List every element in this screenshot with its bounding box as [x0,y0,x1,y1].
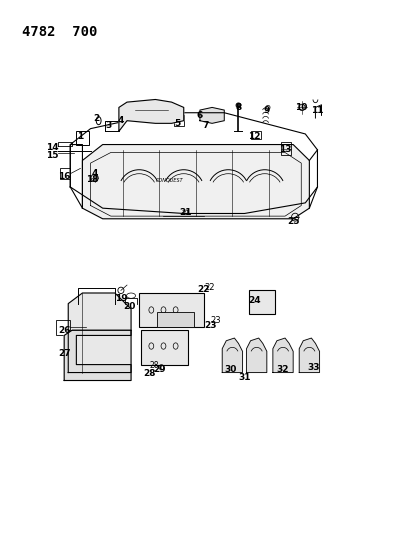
Text: 21: 21 [181,210,190,216]
Text: 12: 12 [248,132,261,141]
Text: 6: 6 [197,111,203,120]
Text: 28: 28 [143,369,155,378]
Text: 4: 4 [118,116,124,125]
Bar [281,142,291,155]
Bar [139,293,204,327]
Polygon shape [119,100,184,131]
Bar [251,131,261,139]
Text: 27: 27 [58,350,71,359]
Text: 3: 3 [106,122,112,131]
Text: 10: 10 [295,103,308,112]
Text: 28: 28 [149,361,159,370]
Polygon shape [64,330,131,381]
Polygon shape [82,144,309,219]
Bar [174,115,184,126]
Text: 5: 5 [175,119,181,128]
Polygon shape [273,338,293,373]
Bar [248,290,275,314]
Text: 33: 33 [307,363,319,372]
Polygon shape [246,338,267,373]
Text: 7: 7 [203,122,209,131]
Text: 19: 19 [115,294,127,303]
Text: 16: 16 [58,172,71,181]
Text: 15: 15 [46,151,58,160]
Text: 23: 23 [204,321,216,330]
Bar [141,330,188,365]
Text: 23: 23 [210,316,221,325]
Text: 8: 8 [235,103,242,112]
Bar [60,168,70,179]
Text: 22: 22 [198,285,210,294]
Text: 9: 9 [264,106,270,115]
Text: 26: 26 [58,326,71,335]
Text: 31: 31 [238,373,251,382]
Ellipse shape [236,103,241,108]
Text: 11: 11 [311,106,324,115]
Text: 14: 14 [46,143,58,152]
Text: 29: 29 [153,366,166,374]
Polygon shape [200,108,224,123]
Text: 2: 2 [93,114,100,123]
Text: 4: 4 [91,169,98,178]
Text: 25: 25 [287,217,299,226]
Bar [76,131,89,144]
Text: 21: 21 [180,208,192,217]
Text: 24: 24 [248,296,261,305]
Polygon shape [222,338,242,373]
Text: 32: 32 [277,366,289,374]
Text: 13: 13 [279,146,291,155]
Text: 22: 22 [204,284,215,293]
Text: CONQUEST: CONQUEST [155,177,183,183]
Text: 1: 1 [77,132,84,141]
Text: 18: 18 [86,174,99,183]
Polygon shape [299,338,319,373]
Polygon shape [68,293,131,373]
Text: 20: 20 [123,302,135,311]
Text: 30: 30 [224,366,237,374]
Bar [56,319,70,335]
Polygon shape [70,113,317,214]
Text: 4782  700: 4782 700 [22,25,97,39]
Bar [157,312,194,327]
